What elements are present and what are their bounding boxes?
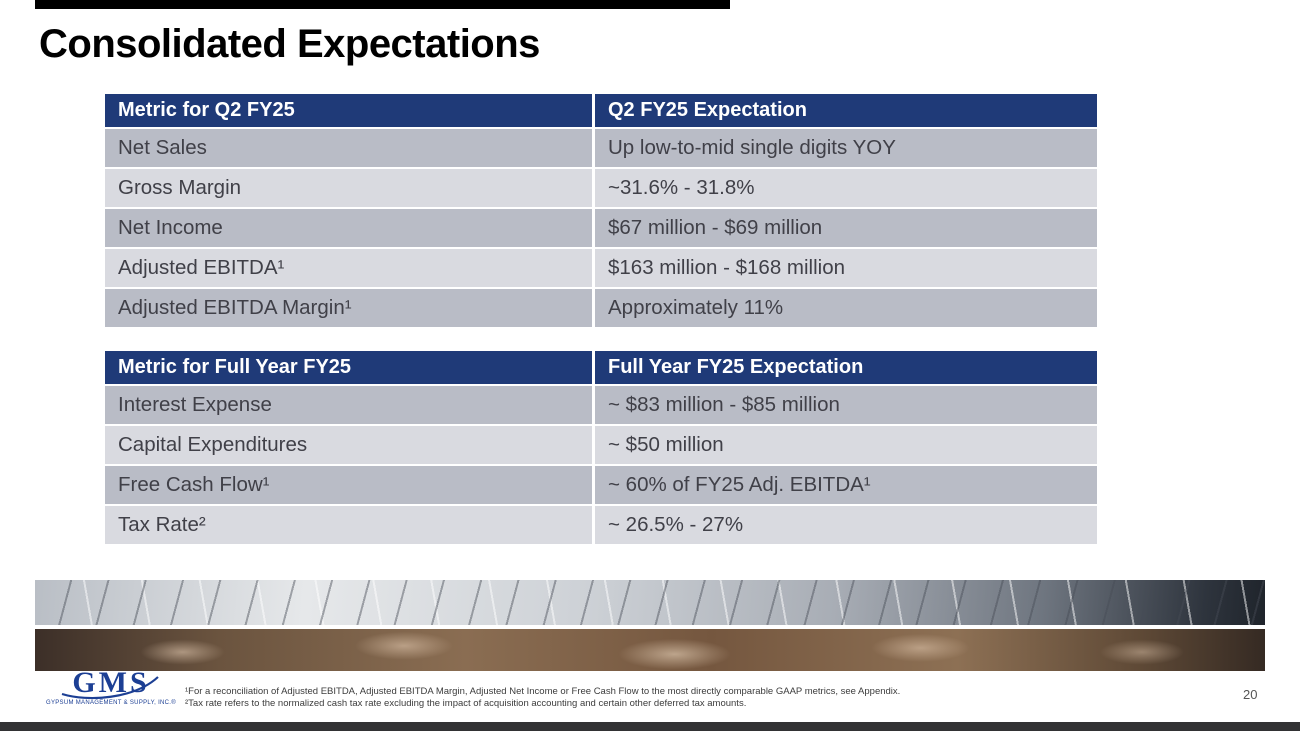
gms-logo: GMS GYPSUM MANAGEMENT & SUPPLY, INC.® bbox=[44, 666, 178, 707]
expectation-cell: ~ $83 million - $85 million bbox=[595, 386, 1097, 424]
table-row: Net Sales Up low-to-mid single digits YO… bbox=[105, 129, 1097, 167]
table-row: Interest Expense ~ $83 million - $85 mil… bbox=[105, 386, 1097, 424]
page-number: 20 bbox=[1243, 687, 1258, 702]
expectation-cell: ~ 26.5% - 27% bbox=[595, 506, 1097, 544]
metric-cell: Net Income bbox=[105, 209, 592, 247]
expectation-cell: Up low-to-mid single digits YOY bbox=[595, 129, 1097, 167]
full-year-fy25-table: Metric for Full Year FY25 Full Year FY25… bbox=[105, 351, 1097, 544]
table-row: Adjusted EBITDA¹ $163 million - $168 mil… bbox=[105, 249, 1097, 287]
ceiling-photo-strip bbox=[35, 580, 1265, 625]
table-header-row: Metric for Q2 FY25 Q2 FY25 Expectation bbox=[105, 94, 1097, 127]
footnotes: ¹For a reconciliation of Adjusted EBITDA… bbox=[185, 686, 1045, 711]
top-accent-bar bbox=[35, 0, 730, 9]
metric-cell: Free Cash Flow¹ bbox=[105, 466, 592, 504]
expectation-cell: $67 million - $69 million bbox=[595, 209, 1097, 247]
table-row: Capital Expenditures ~ $50 million bbox=[105, 426, 1097, 464]
header-expectation: Q2 FY25 Expectation bbox=[595, 94, 1097, 127]
expectation-cell: ~ 60% of FY25 Adj. EBITDA¹ bbox=[595, 466, 1097, 504]
header-expectation: Full Year FY25 Expectation bbox=[595, 351, 1097, 384]
table-row: Gross Margin ~31.6% - 31.8% bbox=[105, 169, 1097, 207]
q2-fy25-table: Metric for Q2 FY25 Q2 FY25 Expectation N… bbox=[105, 94, 1097, 327]
metric-cell: Adjusted EBITDA¹ bbox=[105, 249, 592, 287]
gms-logo-tagline: GYPSUM MANAGEMENT & SUPPLY, INC.® bbox=[45, 700, 176, 706]
footnote-2: ²Tax rate refers to the normalized cash … bbox=[185, 698, 747, 710]
table-header-row: Metric for Full Year FY25 Full Year FY25… bbox=[105, 351, 1097, 384]
table-row: Tax Rate² ~ 26.5% - 27% bbox=[105, 506, 1097, 544]
metric-cell: Interest Expense bbox=[105, 386, 592, 424]
header-metric: Metric for Q2 FY25 bbox=[105, 94, 592, 127]
slide-title: Consolidated Expectations bbox=[39, 22, 540, 66]
fasteners-photo-strip bbox=[35, 629, 1265, 671]
expectation-cell: Approximately 11% bbox=[595, 289, 1097, 327]
expectation-cell: ~ $50 million bbox=[595, 426, 1097, 464]
bottom-bar bbox=[0, 722, 1300, 731]
metric-cell: Tax Rate² bbox=[105, 506, 592, 544]
gms-logo-text: GMS bbox=[72, 666, 150, 699]
metric-cell: Net Sales bbox=[105, 129, 592, 167]
footnote-1: ¹For a reconciliation of Adjusted EBITDA… bbox=[185, 686, 901, 697]
table-row: Free Cash Flow¹ ~ 60% of FY25 Adj. EBITD… bbox=[105, 466, 1097, 504]
expectation-cell: ~31.6% - 31.8% bbox=[595, 169, 1097, 207]
metric-cell: Adjusted EBITDA Margin¹ bbox=[105, 289, 592, 327]
metric-cell: Capital Expenditures bbox=[105, 426, 592, 464]
metric-cell: Gross Margin bbox=[105, 169, 592, 207]
table-row: Net Income $67 million - $69 million bbox=[105, 209, 1097, 247]
table-row: Adjusted EBITDA Margin¹ Approximately 11… bbox=[105, 289, 1097, 327]
gms-logo-swoosh-icon bbox=[61, 676, 159, 700]
expectation-cell: $163 million - $168 million bbox=[595, 249, 1097, 287]
tables-container: Metric for Q2 FY25 Q2 FY25 Expectation N… bbox=[105, 94, 1097, 544]
header-metric: Metric for Full Year FY25 bbox=[105, 351, 592, 384]
